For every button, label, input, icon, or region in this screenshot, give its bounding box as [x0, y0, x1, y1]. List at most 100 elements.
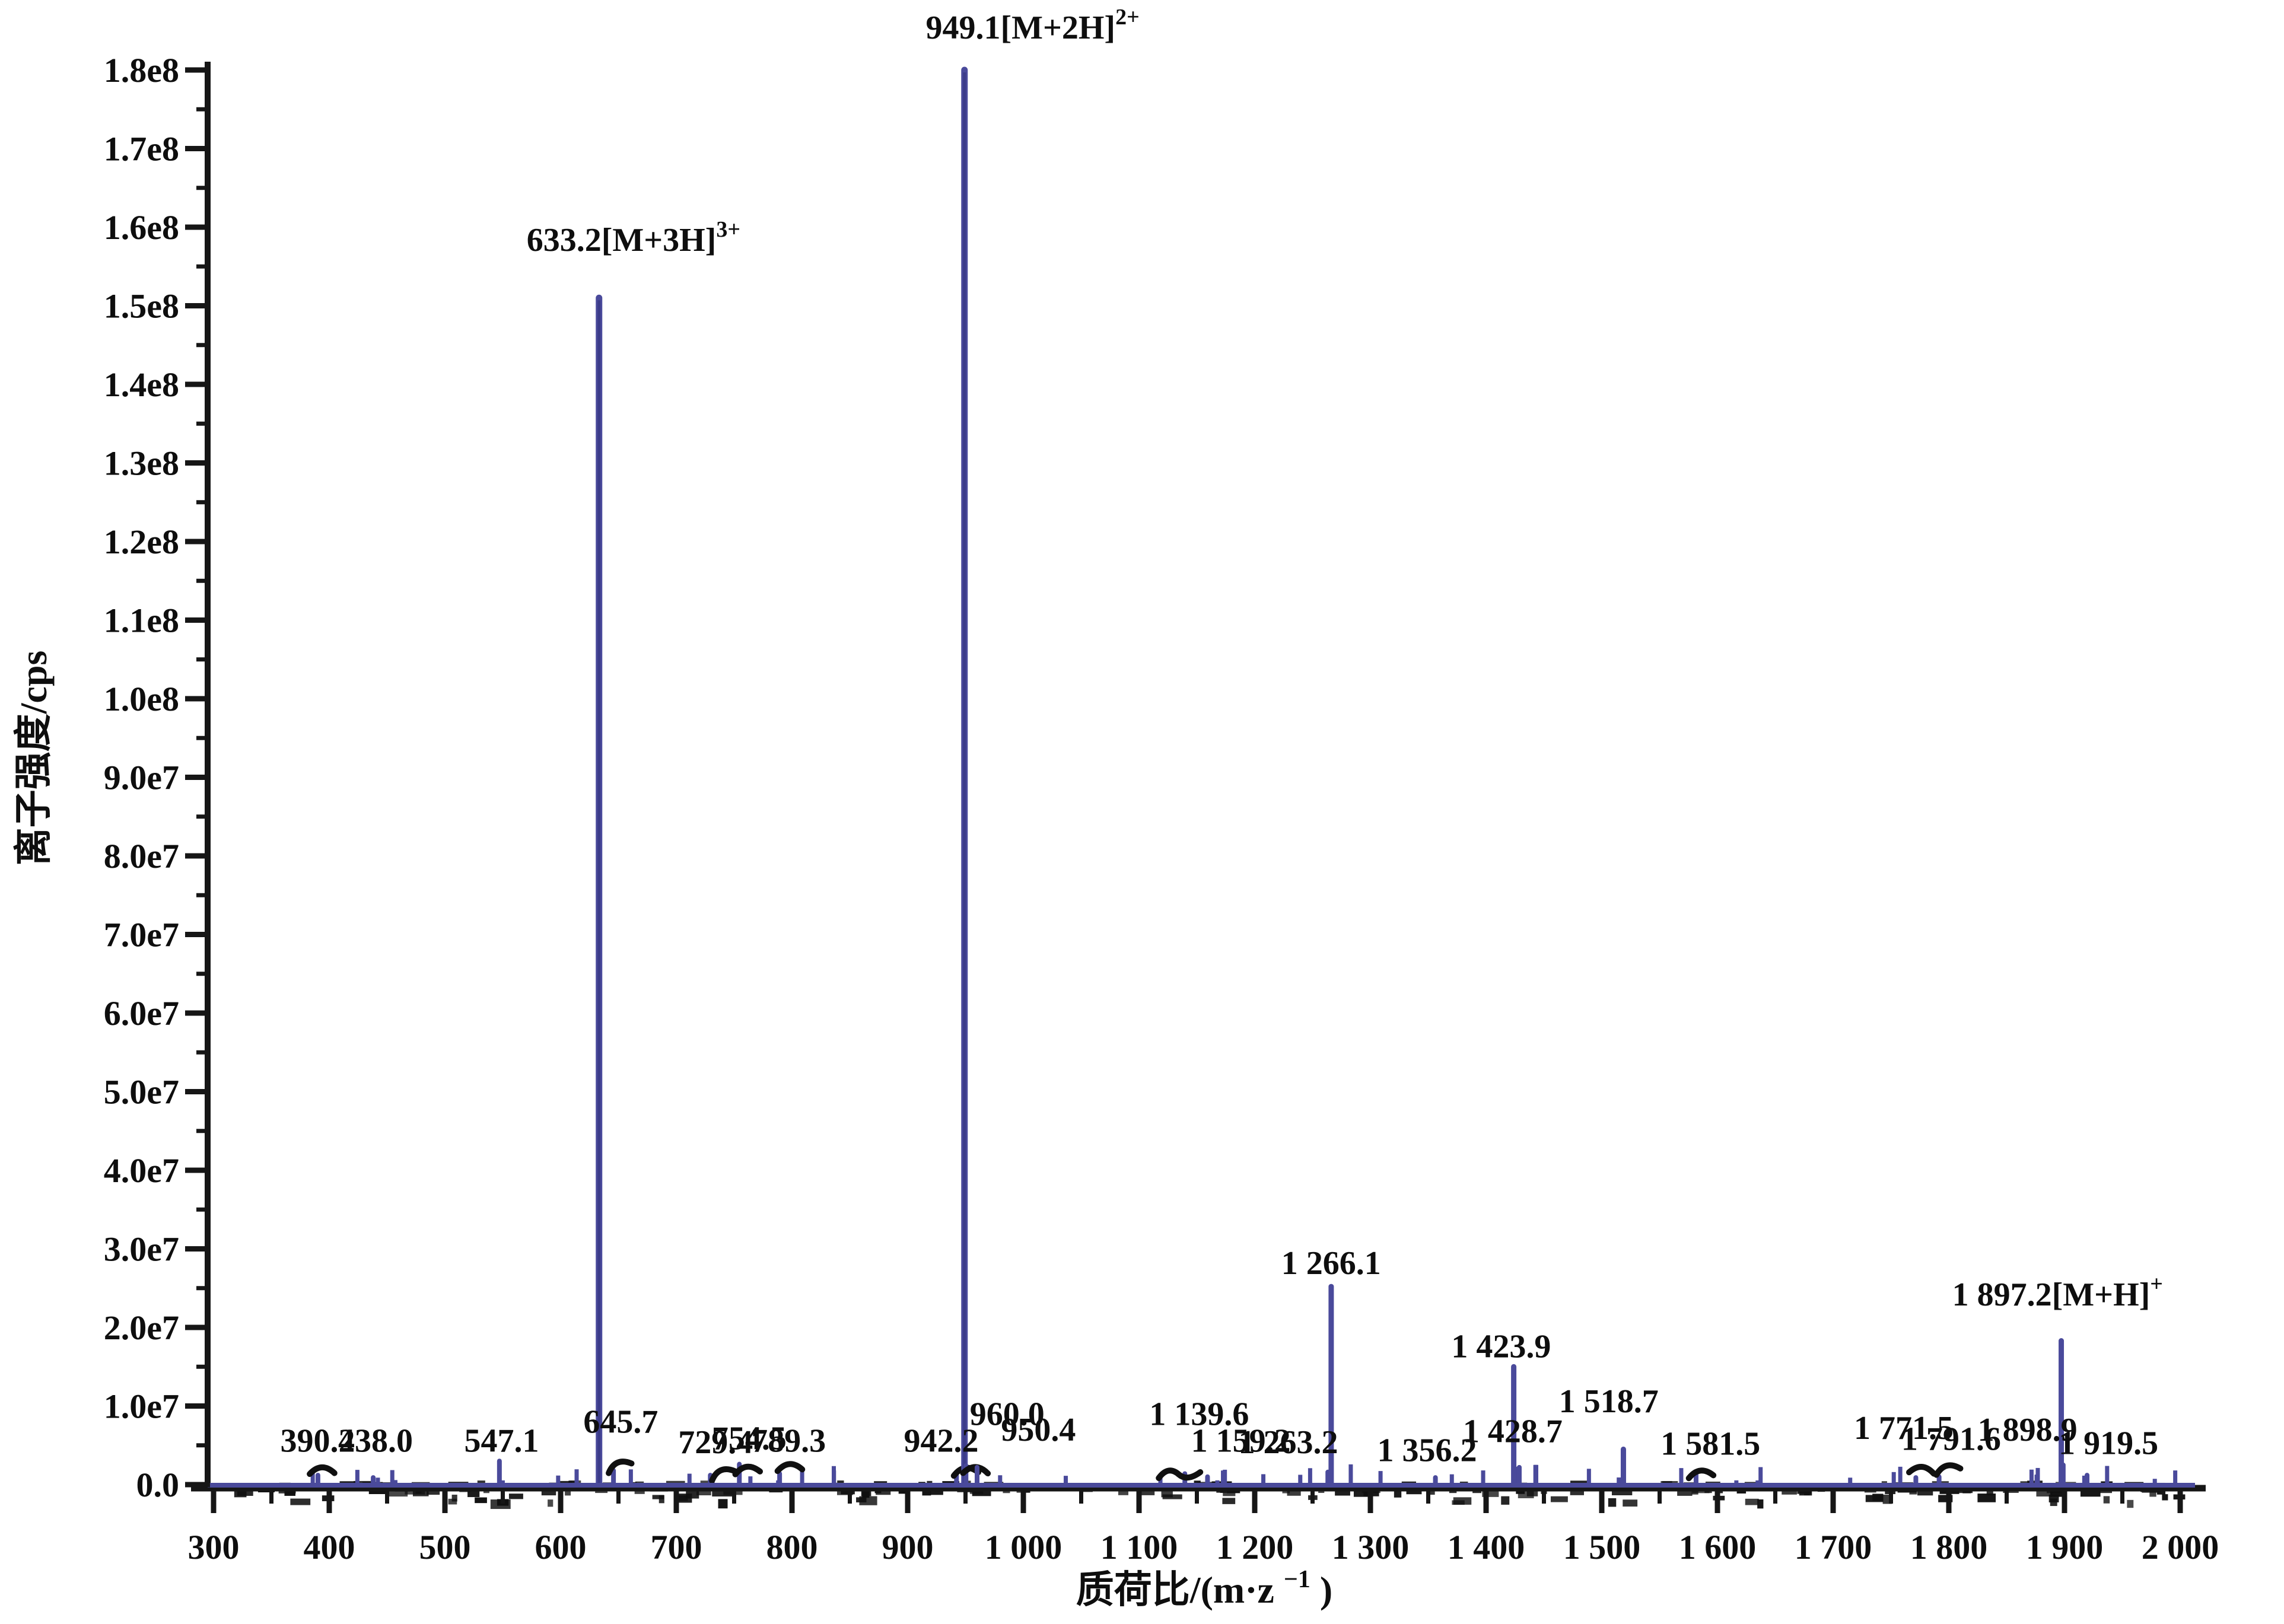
peak-marker-squiggle — [1156, 1467, 1204, 1481]
peak-label: 1 581.5 — [1660, 1426, 1760, 1463]
y-tick-label: 1.5e8 — [104, 287, 179, 326]
y-tick-label: 0.0 — [136, 1466, 180, 1504]
peak-marker-squiggle — [1906, 1464, 1937, 1477]
x-tick-label: 1 200 — [1216, 1528, 1294, 1566]
peak-label-main: 729.4 — [678, 1424, 753, 1461]
noise-speck — [712, 1489, 733, 1497]
y-tick-label: 4.0e7 — [104, 1151, 179, 1190]
noise-speck — [1757, 1499, 1764, 1509]
x-tick-label: 1 600 — [1679, 1528, 1757, 1566]
noise-speck — [652, 1495, 664, 1499]
y-tick-label: 2.0e7 — [104, 1308, 179, 1347]
peak-label-main: 1 139.6 — [1149, 1396, 1249, 1432]
x-tick-label: 1 900 — [2026, 1528, 2104, 1566]
peaks-layer — [307, 66, 2090, 1490]
noise-speck — [1865, 1495, 1884, 1502]
x-tick-label: 1 500 — [1563, 1528, 1641, 1566]
peak-marker-squiggle — [732, 1463, 764, 1477]
peak-label: 1 898.9 — [1978, 1412, 2078, 1448]
noise-speck — [1118, 1488, 1128, 1495]
noise-speck — [427, 1488, 440, 1495]
x-tick-label: 900 — [882, 1528, 934, 1566]
y-tick-label: 1.1e8 — [104, 601, 179, 640]
noise-speck — [508, 1494, 523, 1499]
axes-layer — [191, 62, 2206, 1492]
peak-marker-squiggle — [1685, 1467, 1717, 1482]
peak-label-main: 942.2 — [904, 1422, 979, 1459]
peak-label-charge-sup: + — [2150, 1272, 2163, 1297]
ticks-layer: 0.0 1.0e7 2.0e7 3.0e7 4.0e7 5.0e7 6.0e7 7.0e7 8.… — [104, 51, 2219, 1566]
peak-label-main: 390.2 — [281, 1422, 355, 1459]
peak-marker-squiggle — [709, 1466, 738, 1484]
x-tick-label: 1 300 — [1332, 1528, 1410, 1566]
peak-marker-squiggle — [774, 1461, 806, 1475]
noise-speck — [1516, 1489, 1525, 1494]
x-tick-label: 700 — [651, 1528, 702, 1566]
y-tick-label: 1.8e8 — [104, 51, 179, 90]
peak-label-main: 1 919.5 — [2059, 1425, 2158, 1461]
noise-speck — [1287, 1489, 1301, 1496]
y-tick-label: 1.0e7 — [104, 1387, 179, 1426]
x-tick-label: 300 — [188, 1528, 240, 1566]
peak-label-main: 1 581.5 — [1660, 1426, 1760, 1463]
x-axis-title-sup: −1 — [1284, 1566, 1310, 1593]
noise-speck — [565, 1489, 571, 1496]
x-tick-label: 1 000 — [985, 1528, 1063, 1566]
peak-label-main: 1 423.9 — [1451, 1328, 1551, 1365]
noise-speck — [2149, 1489, 2156, 1497]
peak-label-main: 1 518.7 — [1559, 1383, 1659, 1420]
x-axis-title: 质荷比/(m·z −1 ) — [1076, 1553, 1332, 1611]
y-tick-label: 1.4e8 — [104, 365, 179, 404]
peak-label: 1 356.2 — [1378, 1432, 1477, 1469]
noise-speck — [2103, 1496, 2110, 1504]
peak-label: 1 428.7 — [1463, 1413, 1563, 1450]
peak-label-main: 438.0 — [338, 1422, 413, 1459]
x-tick-label: 1 400 — [1448, 1528, 1525, 1566]
noise-speck — [290, 1498, 311, 1505]
noise-speck — [676, 1494, 692, 1503]
peak-label: 645.7 — [583, 1404, 658, 1441]
noise-speck — [634, 1489, 645, 1494]
x-tick-label: 1 700 — [1795, 1528, 1872, 1566]
peak-label-main: 1 159.2 — [1191, 1422, 1291, 1459]
noise-speck — [448, 1498, 457, 1505]
x-tick-label: 400 — [304, 1528, 355, 1566]
peak-label: 1 919.5 — [2059, 1425, 2158, 1461]
noise-speck — [1986, 1489, 1993, 1496]
noise-speck — [1453, 1497, 1472, 1505]
noise-speck — [541, 1488, 556, 1496]
peak-label: 950.4 — [1001, 1412, 1076, 1448]
x-tick-label: 2 000 — [2142, 1528, 2219, 1566]
y-tick-label: 1.6e8 — [104, 208, 179, 247]
peak-label-main: 1 356.2 — [1378, 1432, 1477, 1469]
peak-label-main: 547.1 — [465, 1422, 539, 1459]
noise-speck — [1977, 1494, 1996, 1502]
peak-label: 1 139.6 — [1149, 1396, 1249, 1432]
noise-speck — [859, 1496, 877, 1505]
peak-label-main: 1 898.9 — [1978, 1412, 2078, 1448]
peak-label-main: 1 791.6 — [1901, 1421, 2001, 1458]
peak-label-charge-sup: 3+ — [716, 217, 740, 242]
peak-label: 1 771.5 — [1854, 1410, 1954, 1447]
y-tick-label: 5.0e7 — [104, 1073, 179, 1112]
peak-label-main: 1 771.5 — [1854, 1410, 1954, 1447]
x-axis-title-close: ) — [1320, 1569, 1332, 1611]
peak-marker-squiggle — [606, 1459, 635, 1476]
y-tick-label: 7.0e7 — [104, 916, 179, 954]
noise-speck — [1677, 1489, 1693, 1496]
peak-label: 942.2 — [904, 1422, 979, 1459]
peak-label: 1 266.1 — [1281, 1245, 1381, 1282]
peak-label: 1 263.2 — [1239, 1424, 1338, 1461]
y-tick-label: 1.0e8 — [104, 680, 179, 718]
peak-label: 1 423.9 — [1451, 1328, 1551, 1365]
peak-label: 438.0 — [338, 1422, 413, 1459]
y-tick-label: 6.0e7 — [104, 994, 179, 1033]
x-axis-title-main: 质荷比/(m·z — [1076, 1569, 1274, 1611]
peak-label-charge-sup: 2+ — [1115, 5, 1140, 30]
noise-speck — [1623, 1499, 1638, 1507]
peak-label-main: 1 266.1 — [1281, 1245, 1381, 1282]
x-tick-label: 600 — [535, 1528, 587, 1566]
